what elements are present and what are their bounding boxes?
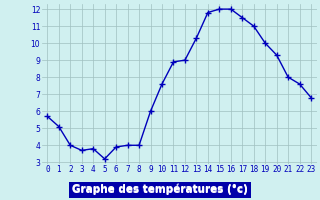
Text: Graphe des températures (°c): Graphe des températures (°c)	[72, 185, 248, 195]
Text: Graphe des températures (°c): Graphe des températures (°c)	[72, 184, 248, 194]
